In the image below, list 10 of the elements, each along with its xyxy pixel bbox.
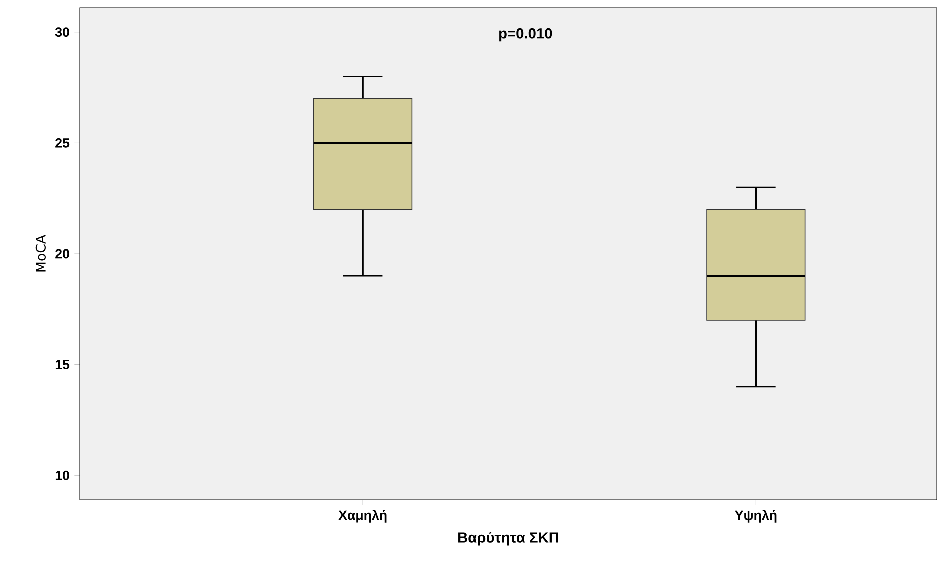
annotation: p=0.010 (500, 28, 552, 42)
x-tick-label: Χαμηλή (338, 510, 387, 523)
y-axis-title: MoCA (36, 235, 46, 272)
y-tick-label: 30 (55, 28, 70, 38)
y-tick-label: 25 (56, 138, 70, 148)
y-tick-label: 10 (56, 470, 70, 480)
y-tick-label: 20 (56, 249, 70, 259)
x-axis-title: Βαρύτητα ΣΚΠ (458, 532, 558, 546)
y-tick-label: 15 (56, 360, 70, 370)
x-tick-label: Υψηλή (735, 510, 777, 523)
